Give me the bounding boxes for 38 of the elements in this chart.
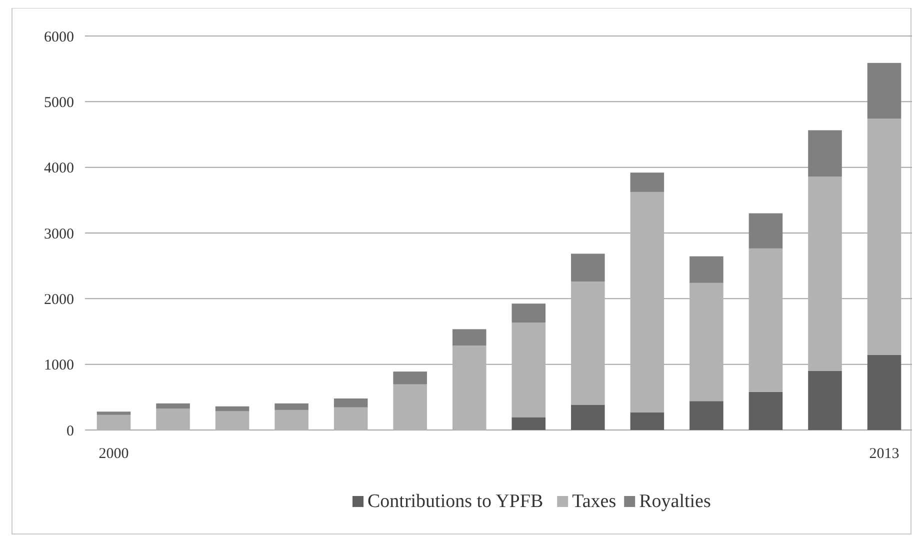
- bar: [96, 412, 131, 415]
- bar: [393, 372, 427, 384]
- bar: [748, 213, 783, 248]
- bar: [571, 254, 605, 282]
- legend-label: Taxes: [572, 491, 616, 512]
- bar: [156, 408, 190, 430]
- bar: [274, 410, 308, 430]
- bar: [808, 130, 842, 177]
- y-tick-label: 2000: [44, 292, 74, 308]
- bar: [867, 354, 902, 430]
- bar: [156, 403, 190, 409]
- bar: [334, 407, 368, 430]
- bar: [630, 412, 664, 430]
- bar: [215, 411, 250, 430]
- bar: [274, 403, 308, 410]
- bar: [630, 172, 664, 192]
- bar: [748, 392, 783, 430]
- bar: [512, 304, 546, 323]
- y-tick-label: 3000: [44, 226, 74, 242]
- bar: [393, 384, 427, 430]
- y-tick-label: 0: [66, 423, 74, 440]
- bar: [215, 406, 250, 412]
- bar: [690, 256, 724, 283]
- y-tick-label: 5000: [44, 94, 74, 111]
- legend-label: Contributions to YPFB: [368, 491, 544, 512]
- y-tick-label: 1000: [44, 358, 74, 374]
- x-tick-label: 2013: [869, 446, 900, 462]
- bar: [571, 404, 605, 430]
- bar: [512, 417, 546, 430]
- bar: [452, 329, 486, 346]
- bar: [867, 62, 902, 119]
- legend-label: Royalties: [639, 491, 711, 512]
- y-tick-label: 6000: [44, 29, 74, 46]
- bar: [334, 398, 368, 408]
- bar: [96, 414, 131, 430]
- bar: [690, 401, 724, 430]
- bar: [808, 370, 842, 430]
- y-tick-label: 4000: [44, 160, 74, 177]
